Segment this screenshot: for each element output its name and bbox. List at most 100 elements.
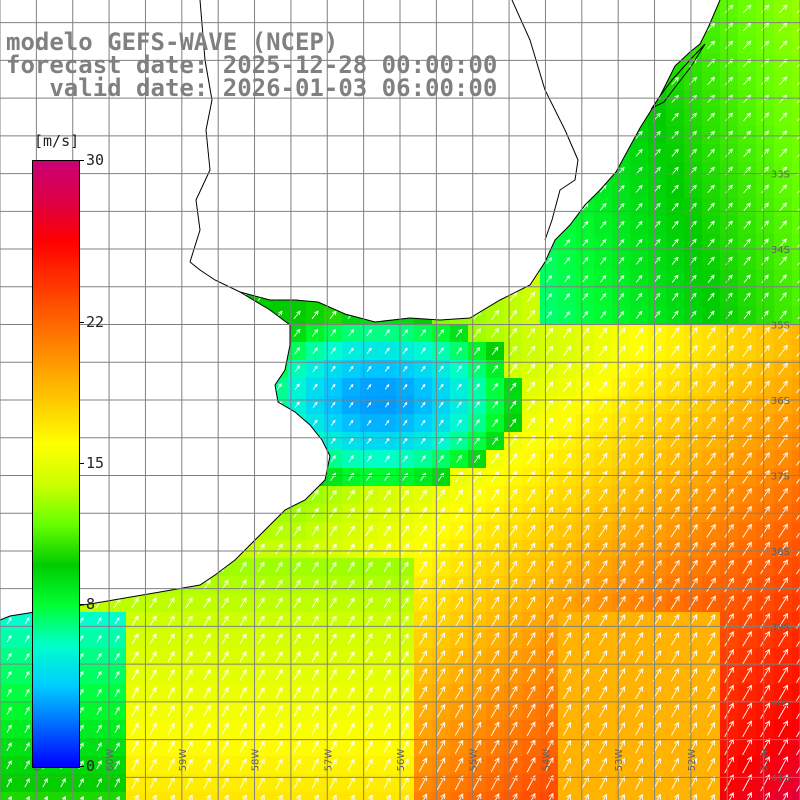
wind-arrow <box>384 383 390 390</box>
wind-arrow <box>131 740 139 753</box>
wind-arrow <box>562 632 572 646</box>
wind-arrow <box>151 794 157 800</box>
wind-speed-cell <box>612 792 631 800</box>
wind-arrow <box>311 722 319 735</box>
wind-arrow <box>544 381 554 393</box>
wind-arrow <box>366 455 372 463</box>
wind-arrow <box>724 559 734 574</box>
wind-arrow <box>366 365 372 372</box>
wind-arrow <box>778 523 788 538</box>
wind-arrow <box>688 595 698 611</box>
wind-arrow <box>796 9 800 14</box>
wind-arrow <box>671 112 679 121</box>
wind-arrow <box>221 597 229 609</box>
wind-arrow <box>634 380 644 393</box>
wind-arrow <box>706 632 716 646</box>
wind-arrow <box>724 4 734 14</box>
wind-arrow <box>490 721 500 736</box>
wind-arrow <box>472 614 482 628</box>
wind-arrow <box>796 621 800 629</box>
wind-arrow <box>796 441 800 448</box>
wind-arrow <box>562 470 572 483</box>
wind-speed-cell <box>792 18 800 37</box>
wind-arrow <box>456 365 462 373</box>
wind-arrow <box>706 649 716 664</box>
wind-arrow <box>670 380 680 393</box>
wind-arrow <box>347 758 355 771</box>
wind-speed-cell <box>108 792 127 800</box>
wind-arrow <box>96 706 102 715</box>
wind-arrow <box>365 525 373 537</box>
wind-arrow <box>598 452 608 465</box>
wind-arrow <box>223 794 229 800</box>
wind-arrow <box>634 632 644 646</box>
wind-arrow <box>203 597 211 609</box>
wind-arrow <box>329 543 337 555</box>
wind-arrow <box>760 720 770 738</box>
wind-arrow <box>761 112 770 122</box>
wind-arrow <box>257 561 265 572</box>
wind-arrow <box>366 329 372 337</box>
wind-speed-cell <box>792 720 800 739</box>
wind-arrow <box>599 703 608 718</box>
wind-arrow <box>544 560 554 574</box>
wind-arrow <box>330 455 336 463</box>
wind-arrow <box>311 615 319 627</box>
border-uruguay-brazil <box>511 0 579 241</box>
wind-arrow <box>742 22 752 32</box>
wind-arrow <box>454 596 464 610</box>
wind-speed-cell <box>288 792 307 800</box>
wind-arrow <box>796 423 800 430</box>
wind-arrow <box>598 685 608 700</box>
wind-arrow <box>796 657 800 665</box>
wind-arrow <box>384 347 390 354</box>
wind-arrow <box>185 615 193 627</box>
wind-arrow <box>746 791 752 800</box>
wind-arrow <box>508 542 518 555</box>
wind-arrow <box>402 383 408 390</box>
wind-arrow <box>563 721 571 736</box>
wind-arrow <box>598 345 608 357</box>
wind-speed-cell <box>18 792 37 800</box>
wind-speed-cell <box>792 396 800 415</box>
wind-arrow <box>760 4 770 14</box>
wind-arrow <box>257 704 265 717</box>
wind-arrow <box>149 633 157 645</box>
wind-arrow <box>149 722 157 735</box>
longitude-label: 52W <box>687 749 698 772</box>
wind-arrow <box>617 757 625 772</box>
wind-arrow <box>492 382 499 391</box>
wind-speed-cell <box>792 54 800 73</box>
wind-speed-cell <box>792 432 800 451</box>
wind-arrow <box>580 416 590 429</box>
wind-arrow <box>706 559 716 574</box>
wind-arrow <box>131 651 139 663</box>
wind-arrow <box>331 794 337 800</box>
wind-arrow <box>383 651 391 663</box>
wind-arrow <box>275 668 283 681</box>
wind-arrow <box>490 524 500 537</box>
wind-arrow <box>634 649 644 664</box>
wind-arrow <box>562 667 572 682</box>
wind-arrow <box>329 740 337 753</box>
wind-speed-cell <box>792 0 800 19</box>
wind-arrow <box>600 310 607 319</box>
wind-arrow <box>796 27 800 32</box>
wind-arrow <box>24 777 30 788</box>
wind-arrow <box>797 189 800 194</box>
wind-arrow <box>688 327 698 339</box>
wind-arrow <box>437 596 446 609</box>
wind-speed-cell <box>792 594 800 613</box>
wind-arrow <box>329 704 337 717</box>
wind-arrow <box>149 668 157 681</box>
wind-speed-cell <box>792 90 800 109</box>
latitude-label: 34S <box>771 245 790 256</box>
wind-arrow <box>779 274 787 284</box>
wind-arrow <box>402 365 408 372</box>
wind-arrow <box>330 329 337 337</box>
wind-arrow <box>311 310 319 320</box>
wind-arrow <box>581 221 589 229</box>
wind-arrow <box>311 686 319 699</box>
wind-arrow <box>437 560 446 573</box>
